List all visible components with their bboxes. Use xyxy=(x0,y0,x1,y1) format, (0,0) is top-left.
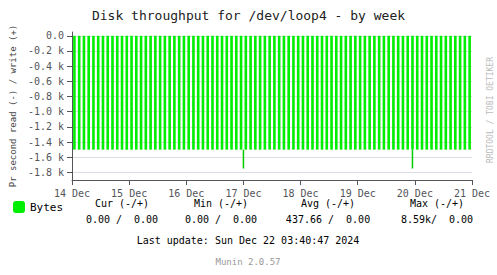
svg-text:-0.4 k: -0.4 k xyxy=(28,61,64,72)
svg-text:-1.4 k: -1.4 k xyxy=(28,137,64,148)
svg-text:Bytes: Bytes xyxy=(30,201,63,214)
svg-text:0.00 / 0.00: 0.00 / 0.00 xyxy=(86,214,158,225)
svg-text:Avg (-/+): Avg (-/+) xyxy=(301,198,355,209)
svg-text:Cur (-/+): Cur (-/+) xyxy=(95,198,149,209)
svg-text:Min (-/+): Min (-/+) xyxy=(194,198,248,209)
svg-text:15 Dec: 15 Dec xyxy=(111,188,147,199)
svg-text:0.0: 0.0 xyxy=(46,30,64,41)
svg-text:-1.0 k: -1.0 k xyxy=(28,106,64,117)
svg-text:21 Dec: 21 Dec xyxy=(454,188,490,199)
svg-text:Last update: Sun Dec 22 03:40:: Last update: Sun Dec 22 03:40:47 2024 xyxy=(137,235,360,246)
svg-text:19 Dec: 19 Dec xyxy=(340,188,376,199)
svg-text:16 Dec: 16 Dec xyxy=(168,188,204,199)
svg-text:0.00 / 0.00: 0.00 / 0.00 xyxy=(185,214,257,225)
svg-text:Max (-/+): Max (-/+) xyxy=(410,198,464,209)
svg-text:18 Dec: 18 Dec xyxy=(283,188,319,199)
svg-text:-1.8 k: -1.8 k xyxy=(28,167,64,178)
svg-text:14 Dec: 14 Dec xyxy=(54,188,90,199)
svg-text:8.59k/ 0.00: 8.59k/ 0.00 xyxy=(401,214,473,225)
svg-text:Munin 2.0.57: Munin 2.0.57 xyxy=(215,257,280,267)
svg-text:20 Dec: 20 Dec xyxy=(397,188,433,199)
svg-text:-1.6 k: -1.6 k xyxy=(28,152,64,163)
svg-text:Disk throughput for /dev/loop4: Disk throughput for /dev/loop4 - by week xyxy=(92,8,405,23)
svg-text:437.66 / 0.00: 437.66 / 0.00 xyxy=(286,214,370,225)
svg-text:-0.6 k: -0.6 k xyxy=(28,76,64,87)
svg-text:17 Dec: 17 Dec xyxy=(225,188,261,199)
svg-text:Pr second read (-) / write (+): Pr second read (-) / write (+) xyxy=(8,25,18,188)
svg-text:RRDTOOL / TOBI OETIKER: RRDTOOL / TOBI OETIKER xyxy=(486,57,495,163)
svg-text:-0.2 k: -0.2 k xyxy=(28,45,64,56)
svg-text:-1.2 k: -1.2 k xyxy=(28,121,64,132)
svg-text:-0.8 k: -0.8 k xyxy=(28,91,64,102)
